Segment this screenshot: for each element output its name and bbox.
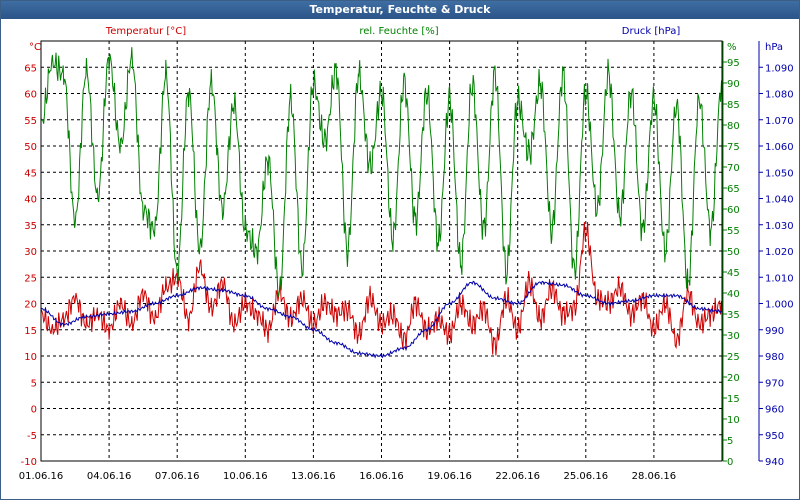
pressure-tick-label: 1.080: [765, 90, 794, 101]
humidity-tick-label: 25: [727, 352, 740, 363]
humidity-tick-label: 80: [727, 121, 740, 132]
tick-layer: -10-505101520253035404550556065°C01.06.1…: [19, 41, 794, 482]
temperature-tick-label: -10: [21, 457, 37, 468]
series-line-1: [40, 47, 723, 298]
temperature-tick-label: 0: [31, 405, 37, 416]
humidity-tick-label: 5: [727, 436, 733, 447]
humidity-tick-label: 50: [727, 247, 740, 258]
pressure-tick-label: 1.010: [765, 273, 794, 284]
temperature-tick-label: 30: [24, 247, 37, 258]
humidity-tick-label: 20: [727, 373, 740, 384]
temperature-tick-label: 60: [24, 90, 37, 101]
series-line-2: [40, 280, 723, 359]
pressure-tick-label: 1.090: [765, 63, 794, 74]
date-tick-label: 04.06.16: [87, 471, 132, 482]
humidity-tick-label: 35: [727, 310, 740, 321]
date-tick-label: 13.06.16: [291, 471, 336, 482]
pressure-tick-label: 990: [765, 326, 784, 337]
plot-frame: [40, 40, 723, 462]
temperature-tick-label: 15: [24, 326, 37, 337]
temperature-tick-label: 20: [24, 300, 37, 311]
pressure-tick-label: 1.050: [765, 168, 794, 179]
temperature-tick-label: 65: [24, 63, 37, 74]
humidity-tick-label: 45: [727, 268, 740, 279]
pressure-tick-label: 950: [765, 431, 784, 442]
temperature-tick-label: 45: [24, 168, 37, 179]
pressure-tick-label: 1.040: [765, 195, 794, 206]
humidity-tick-label: 30: [727, 331, 740, 342]
grid-layer: [41, 41, 722, 461]
humidity-tick-label: 65: [727, 184, 740, 195]
pressure-axis-title: Druck [hPa]: [622, 26, 681, 37]
humidity-tick-label: 0: [727, 457, 733, 468]
date-tick-label: 16.06.16: [359, 471, 404, 482]
temperature-tick-label: -5: [27, 431, 37, 442]
date-tick-label: 07.06.16: [155, 471, 200, 482]
humidity-tick-label: 70: [727, 163, 740, 174]
humidity-axis-title: rel. Feuchte [%]: [359, 26, 438, 37]
pressure-unit-label: hPa: [765, 42, 783, 53]
humidity-tick-label: 90: [727, 79, 740, 90]
humidity-tick-label: 60: [727, 205, 740, 216]
pressure-tick-label: 960: [765, 405, 784, 416]
humidity-tick-label: 40: [727, 289, 740, 300]
pressure-tick-label: 1.060: [765, 142, 794, 153]
humidity-tick-label: 95: [727, 58, 740, 69]
date-tick-label: 28.06.16: [632, 471, 677, 482]
pressure-tick-label: 970: [765, 378, 784, 389]
series-layer: [40, 47, 723, 359]
humidity-unit-label: %: [727, 42, 737, 53]
temperature-tick-label: 25: [24, 273, 37, 284]
date-tick-label: 25.06.16: [564, 471, 609, 482]
date-tick-label: 01.06.16: [19, 471, 64, 482]
series-line-0: [40, 221, 723, 356]
pressure-tick-label: 1.020: [765, 247, 794, 258]
temperature-unit-label: °C: [29, 42, 41, 53]
temperature-tick-label: 10: [24, 352, 37, 363]
date-tick-label: 10.06.16: [223, 471, 268, 482]
humidity-tick-label: 55: [727, 226, 740, 237]
pressure-tick-label: 940: [765, 457, 784, 468]
window-title: Temperatur, Feuchte & Druck: [1, 1, 799, 19]
temperature-axis-title: Temperatur [°C]: [105, 26, 186, 37]
temperature-tick-label: 40: [24, 195, 37, 206]
temperature-tick-label: 55: [24, 116, 37, 127]
date-tick-label: 19.06.16: [427, 471, 472, 482]
humidity-tick-label: 85: [727, 100, 740, 111]
pressure-tick-label: 1.030: [765, 221, 794, 232]
temperature-tick-label: 5: [31, 378, 37, 389]
pressure-tick-label: 1.000: [765, 300, 794, 311]
pressure-tick-label: 980: [765, 352, 784, 363]
humidity-tick-label: 75: [727, 142, 740, 153]
humidity-tick-label: 15: [727, 394, 740, 405]
temperature-tick-label: 35: [24, 221, 37, 232]
pressure-tick-label: 1.070: [765, 116, 794, 127]
date-tick-label: 22.06.16: [495, 471, 540, 482]
temperature-tick-label: 50: [24, 142, 37, 153]
humidity-tick-label: 10: [727, 415, 740, 426]
